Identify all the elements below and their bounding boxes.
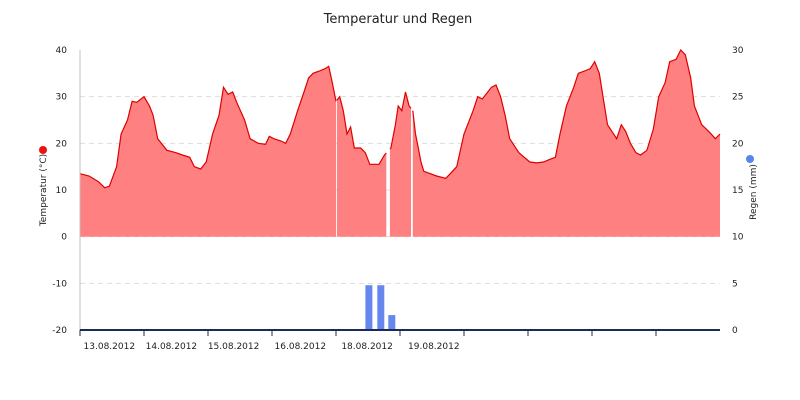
x-tick-label: 19.08.2012 bbox=[408, 342, 460, 352]
x-tick-label: 13.08.2012 bbox=[84, 342, 136, 352]
y-left-tick-label: 20 bbox=[56, 139, 68, 149]
temperature-legend-marker bbox=[39, 146, 47, 154]
x-tick-label: 16.08.2012 bbox=[275, 342, 327, 352]
y-right-tick-label: 10 bbox=[732, 233, 744, 243]
x-tick-label: 15.08.2012 bbox=[208, 342, 260, 352]
temperature-area-segment bbox=[389, 92, 411, 237]
y-right-tick-label: 20 bbox=[732, 139, 744, 149]
x-tick-label: 18.08.2012 bbox=[341, 342, 393, 352]
y-right-tick-label: 5 bbox=[732, 279, 738, 289]
y-left-axis-title: Temperatur (°C) bbox=[39, 154, 49, 227]
temperature-line-segment bbox=[412, 48, 721, 179]
y-left-tick-label: 30 bbox=[56, 93, 68, 103]
y-right-tick-label: 25 bbox=[732, 93, 743, 103]
y-right-axis-title: Regen (mm) bbox=[749, 164, 759, 220]
temperature-area-segment bbox=[80, 66, 336, 237]
chart-title: Temperatur und Regen bbox=[323, 12, 473, 27]
y-right-tick-label: 15 bbox=[732, 186, 743, 196]
temperature-line-segment bbox=[336, 95, 387, 165]
axes: 40 30 20 10 0 -10 -20 30 25 20 15 10 5 0 13.08.2012 14.… bbox=[52, 46, 743, 352]
y-left-tick-label: -20 bbox=[52, 326, 67, 336]
temperature-area-segment bbox=[336, 96, 387, 237]
rain-legend-marker bbox=[746, 155, 754, 163]
rain-bar bbox=[388, 315, 396, 330]
y-left-tick-label: 10 bbox=[56, 186, 68, 196]
y-left-title-group: Temperatur (°C) bbox=[39, 146, 49, 227]
y-right-title-group: Regen (mm) bbox=[746, 155, 759, 220]
temperature-area bbox=[79, 48, 721, 237]
y-left-tick-label: 0 bbox=[61, 233, 67, 243]
x-tick-label: 14.08.2012 bbox=[146, 342, 198, 352]
rain-bars bbox=[365, 285, 396, 330]
temperature-line-segment bbox=[79, 65, 337, 189]
y-left-tick-label: -10 bbox=[52, 279, 67, 289]
rain-bar bbox=[365, 285, 373, 330]
y-right-tick-label: 30 bbox=[732, 46, 744, 56]
temperature-line-segment bbox=[389, 91, 412, 150]
rain-bar bbox=[377, 285, 385, 330]
y-left-tick-label: 40 bbox=[56, 46, 68, 56]
y-right-tick-label: 0 bbox=[732, 326, 738, 336]
temperature-area-segment bbox=[412, 50, 720, 237]
